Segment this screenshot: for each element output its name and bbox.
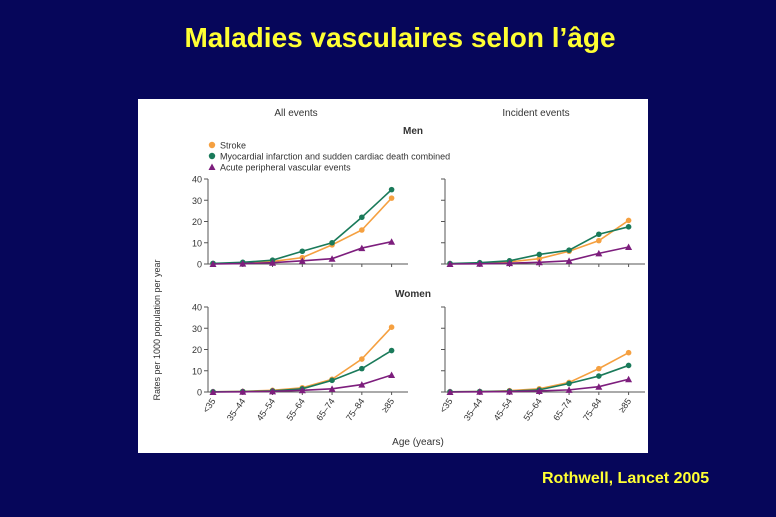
data-point [625, 375, 633, 383]
data-point [388, 371, 396, 378]
data-point [328, 255, 336, 262]
x-tick-label: ≥85 [379, 396, 396, 414]
x-tick-label: 35–44 [225, 396, 248, 422]
x-tick-label: 45–54 [255, 396, 278, 422]
data-point [506, 259, 514, 267]
data-point [359, 214, 365, 221]
data-point [566, 247, 572, 253]
data-point [565, 386, 573, 393]
data-point [596, 237, 602, 244]
data-point [446, 260, 454, 267]
x-tick-label: 75–84 [581, 396, 604, 422]
slide-title: Maladies vasculaires selon l’âge [184, 22, 616, 53]
data-point [328, 385, 336, 392]
data-point [625, 217, 632, 224]
data-point [269, 259, 277, 266]
y-tick-label: 20 [192, 345, 202, 355]
data-point [358, 381, 366, 388]
data-point [625, 362, 632, 369]
row-title-women: Women [395, 289, 431, 300]
data-point [596, 373, 602, 379]
data-point [388, 195, 395, 201]
data-point [506, 388, 514, 395]
y-axis-label: Rates per 1000 population per year [152, 259, 162, 400]
data-point [535, 258, 543, 266]
data-point [595, 383, 603, 390]
x-tick-label: 55–64 [284, 396, 307, 422]
data-point [625, 349, 632, 356]
y-tick-label: 10 [192, 366, 202, 376]
data-point [388, 186, 395, 193]
data-point [388, 238, 396, 245]
data-point [446, 388, 454, 395]
column-title: All events [274, 108, 317, 119]
data-point [209, 260, 217, 267]
data-point [239, 388, 247, 395]
x-tick-label: <35 [201, 396, 218, 414]
figure-panel: All events Incident events Men Women Stroke M… [138, 99, 648, 453]
chart-svg: All events Incident events Men Women StrokeM… [152, 108, 645, 448]
data-point [536, 255, 543, 262]
y-tick-label: 0 [197, 388, 202, 398]
data-point [565, 257, 573, 264]
x-tick-label: <35 [438, 396, 455, 414]
data-point [476, 260, 484, 267]
data-point [476, 388, 484, 395]
data-point [298, 257, 306, 264]
data-point [359, 365, 365, 372]
y-tick-label: 40 [192, 303, 202, 313]
data-point [209, 388, 217, 395]
y-tick-label: 0 [197, 260, 202, 270]
legend-marker [208, 163, 216, 170]
data-point [388, 324, 395, 330]
data-point [329, 239, 335, 246]
x-tick-label: 35–44 [462, 396, 485, 422]
x-tick-label: 65–74 [551, 396, 574, 422]
data-point [388, 347, 395, 354]
x-axis-label: Age (years) [392, 437, 444, 448]
legend-label: Stroke [220, 141, 246, 151]
data-point [269, 387, 277, 395]
y-tick-label: 30 [192, 196, 202, 206]
x-tick-label: 65–74 [314, 396, 337, 422]
x-tick-label: 55–64 [521, 396, 544, 422]
data-point [298, 386, 306, 394]
row-title-men: Men [403, 126, 423, 137]
y-tick-label: 30 [192, 324, 202, 334]
y-tick-label: 40 [192, 175, 202, 185]
data-point [239, 260, 247, 267]
data-point [566, 380, 572, 387]
x-tick-label: 45–54 [492, 396, 515, 422]
y-tick-label: 20 [192, 217, 202, 227]
data-point [536, 251, 543, 258]
data-point [359, 227, 365, 233]
legend-label: Myocardial infarction and sudden cardiac… [220, 152, 450, 162]
legend-label: Acute peripheral vascular events [220, 163, 351, 173]
x-tick-label: ≥85 [616, 396, 633, 414]
legend-marker [208, 141, 216, 149]
data-point [359, 356, 365, 362]
data-point [329, 377, 335, 384]
data-point [625, 243, 633, 250]
data-point [596, 365, 602, 372]
data-point [596, 231, 602, 238]
legend-marker [208, 152, 216, 160]
column-title: Incident events [502, 108, 569, 119]
y-tick-label: 10 [192, 238, 202, 248]
data-point [535, 387, 543, 394]
citation: Rothwell, Lancet 2005 [542, 470, 710, 487]
data-point [299, 248, 306, 255]
x-tick-label: 75–84 [344, 396, 367, 422]
data-point [625, 224, 632, 230]
data-point [358, 244, 366, 252]
series-line [212, 326, 393, 393]
data-point [595, 249, 603, 257]
